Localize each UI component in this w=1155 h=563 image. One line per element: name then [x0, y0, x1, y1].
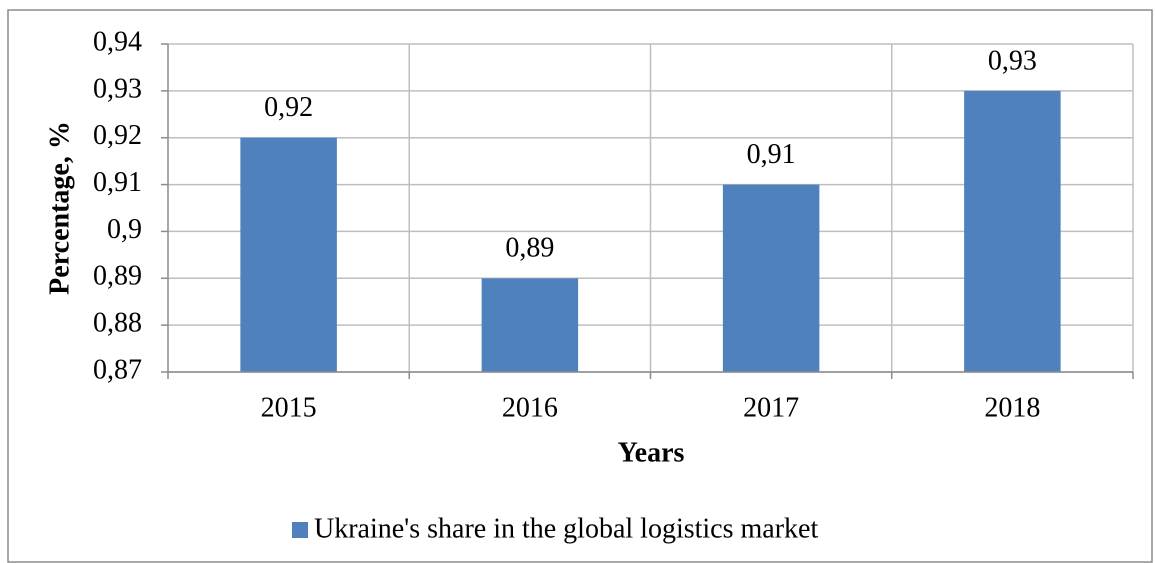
- data-label: 0,93: [988, 45, 1037, 76]
- data-label: 0,92: [264, 92, 313, 123]
- y-tick-label: 0,9: [107, 214, 142, 245]
- x-tick-label: 2017: [743, 392, 799, 423]
- x-tick-label: 2016: [502, 392, 558, 423]
- x-axis-title: Years: [618, 437, 685, 468]
- y-tick-label: 0,94: [93, 26, 142, 57]
- bar: [481, 278, 579, 372]
- y-axis-title: Percentage, %: [44, 121, 75, 295]
- bar: [964, 90, 1061, 372]
- data-label: 0,91: [747, 139, 796, 170]
- y-tick-label: 0,92: [93, 120, 142, 151]
- x-tick-label: 2018: [984, 392, 1040, 423]
- y-tick-label: 0,88: [93, 308, 142, 339]
- legend-swatch: [292, 522, 308, 538]
- y-tick-label: 0,89: [93, 261, 142, 292]
- y-tick-label: 0,91: [93, 167, 142, 198]
- y-tick-label: 0,87: [93, 354, 142, 385]
- x-tick-label: 2015: [261, 392, 317, 423]
- chart-frame: [7, 9, 1153, 563]
- bar: [240, 137, 337, 372]
- legend-label: Ukraine's share in the global logistics …: [314, 513, 818, 544]
- bar: [722, 184, 820, 372]
- data-label: 0,89: [505, 233, 554, 264]
- y-tick-label: 0,93: [93, 73, 142, 104]
